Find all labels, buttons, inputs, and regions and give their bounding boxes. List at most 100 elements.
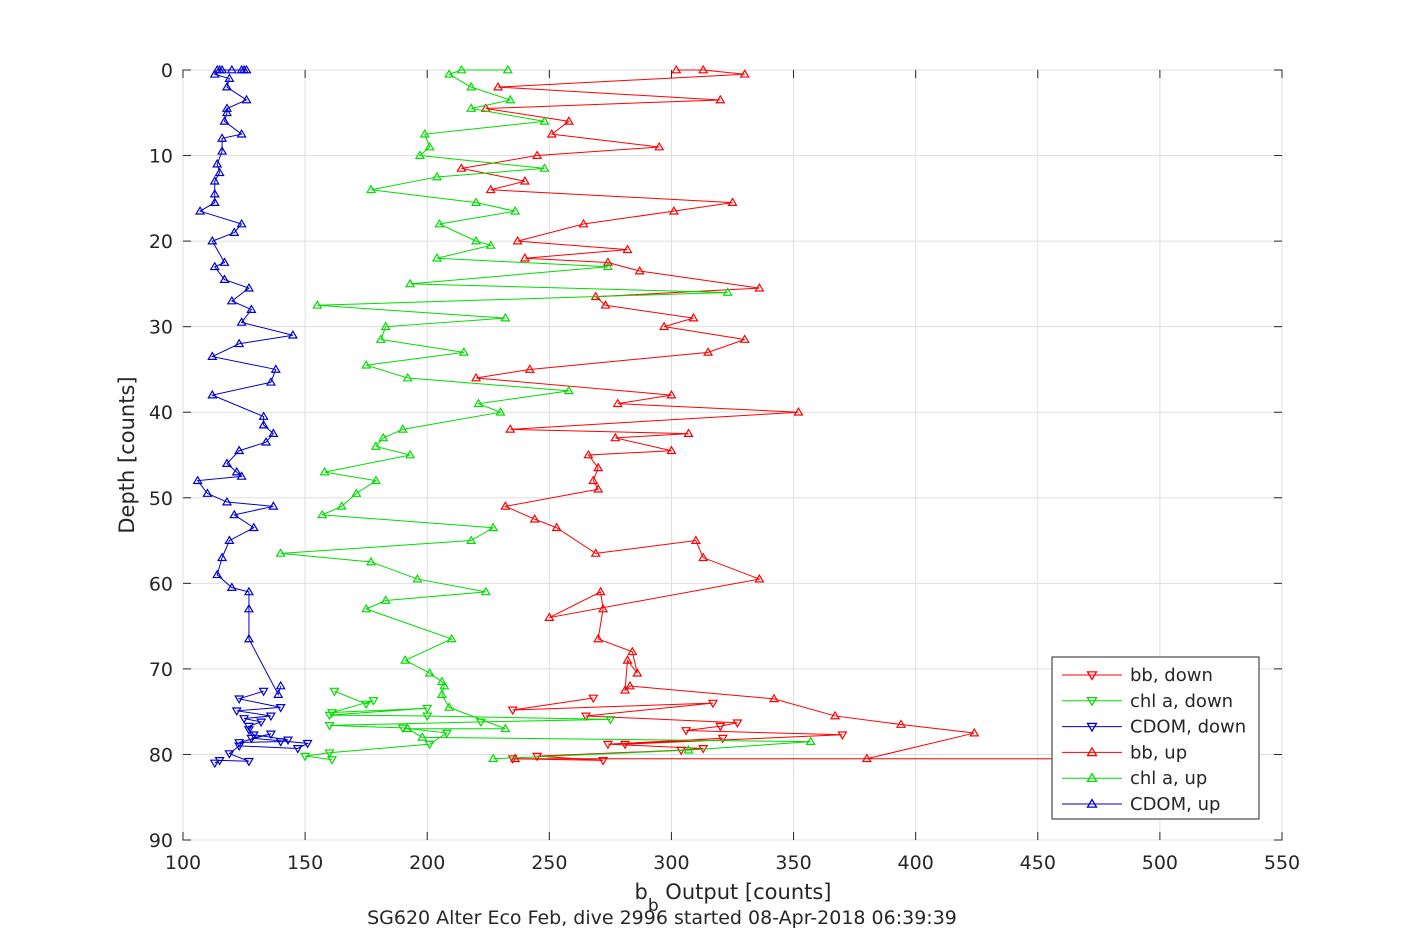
- series-line-chl-a-up: [280, 69, 811, 760]
- data-point-chl-a-down: [300, 752, 311, 762]
- data-point-cdom-up: [207, 235, 218, 245]
- data-point-bb-up: [578, 218, 589, 228]
- data-point-bb-up: [830, 710, 841, 720]
- data-point-bb-up: [622, 244, 633, 254]
- data-point-cdom-up: [268, 428, 279, 438]
- data-point-chl-a-down: [324, 721, 335, 731]
- data-point-bb-up: [668, 205, 679, 215]
- data-point-bb-up: [593, 484, 604, 493]
- data-point-cdom-up: [219, 274, 230, 284]
- data-point-chl-a-up: [424, 667, 435, 677]
- x-tick-label: 300: [653, 852, 689, 874]
- data-point-chl-a-up: [380, 595, 391, 604]
- y-axis-label: Depth [counts]: [115, 376, 139, 533]
- y-tick-label: 90: [149, 830, 173, 852]
- data-point-chl-a-up: [431, 253, 443, 262]
- data-point-cdom-down: [234, 695, 245, 705]
- data-point-cdom-up: [258, 411, 269, 420]
- data-point-bb-up: [739, 334, 750, 343]
- data-point-cdom-down: [248, 731, 259, 740]
- data-point-bb-up: [659, 321, 670, 331]
- data-point-bb-up: [532, 150, 543, 159]
- data-point-cdom-up: [236, 64, 247, 74]
- series-line-chl-a-down: [305, 690, 611, 761]
- data-point-bb-up: [593, 633, 604, 643]
- data-point-chl-a-up: [380, 321, 391, 331]
- x-tick-label: 400: [898, 852, 934, 874]
- data-point-chl-a-up: [317, 509, 328, 519]
- data-point-chl-a-up: [444, 69, 455, 78]
- data-point-chl-a-up: [500, 312, 511, 322]
- x-tick-label: 450: [1020, 852, 1056, 874]
- data-point-cdom-up: [248, 522, 259, 532]
- y-tick-label: 50: [149, 488, 173, 510]
- data-point-bb-up: [671, 64, 682, 74]
- x-axis-label-main: b: [634, 880, 647, 904]
- data-point-chl-a-up: [563, 385, 574, 395]
- data-point-chl-a-up: [417, 732, 428, 741]
- data-point-cdom-down: [224, 750, 235, 759]
- data-point-bb-up: [595, 586, 606, 596]
- legend-swatch-marker: [1086, 746, 1098, 757]
- data-point-chl-a-up: [431, 171, 443, 181]
- data-point-cdom-up: [209, 69, 220, 78]
- data-point-cdom-up: [221, 107, 233, 117]
- legend-label: chl a, down: [1130, 691, 1233, 712]
- data-point-cdom-up: [268, 501, 279, 510]
- data-point-chl-a-up: [456, 64, 467, 74]
- series-layer: [192, 64, 1117, 769]
- data-point-chl-a-up: [366, 556, 377, 566]
- data-point-cdom-up: [192, 475, 203, 485]
- legend-entry-bb-down: bb, down: [1062, 665, 1213, 686]
- data-point-chl-a-up: [502, 64, 513, 74]
- x-tick-label: 550: [1264, 852, 1300, 874]
- data-point-cdom-up: [236, 218, 247, 228]
- data-point-chl-a-down: [329, 687, 340, 697]
- data-point-chl-a-up: [500, 723, 511, 733]
- data-point-chl-a-up: [336, 501, 347, 510]
- data-point-chl-a-up: [485, 240, 496, 249]
- data-point-cdom-up: [217, 146, 228, 155]
- data-point-bb-up: [600, 300, 611, 309]
- data-point-chl-a-down: [424, 740, 435, 750]
- data-point-chl-a-up: [434, 218, 445, 228]
- data-point-bb-up: [624, 680, 635, 690]
- data-point-cdom-down: [282, 736, 294, 746]
- data-point-cdom-down: [214, 757, 225, 766]
- data-point-cdom-up: [207, 351, 218, 361]
- data-point-chl-a-up: [414, 150, 425, 159]
- data-point-chl-a-up: [370, 475, 381, 485]
- data-point-cdom-up: [221, 81, 233, 91]
- data-point-chl-a-up: [683, 744, 694, 754]
- data-point-chl-a-down: [441, 729, 452, 739]
- data-point-cdom-up: [221, 496, 233, 506]
- data-point-cdom-up: [229, 227, 240, 236]
- data-point-cdom-up: [209, 197, 220, 207]
- data-point-cdom-up: [270, 364, 281, 373]
- data-point-bb-up: [519, 253, 530, 262]
- data-point-cdom-up: [209, 176, 220, 185]
- data-point-cdom-up: [243, 603, 254, 613]
- data-point-cdom-down: [209, 759, 220, 769]
- data-point-chl-a-up: [361, 359, 372, 369]
- data-point-bb-down: [619, 740, 631, 750]
- data-point-cdom-up: [260, 436, 272, 446]
- data-point-cdom-down: [243, 757, 254, 767]
- data-point-bb-up: [485, 184, 496, 194]
- data-point-cdom-up: [207, 389, 218, 399]
- data-point-cdom-up: [221, 103, 233, 112]
- tick-layer: 100 150 200 250 300 350 400 450 500 550 0 10 20 30 40 5…: [149, 60, 1300, 874]
- legend-label: bb, down: [1130, 665, 1213, 686]
- legend-label: chl a, up: [1130, 768, 1207, 789]
- data-point-cdom-up: [265, 377, 276, 386]
- data-point-bb-up: [612, 398, 623, 408]
- data-point-bb-up: [632, 667, 643, 677]
- data-point-bb-up: [456, 163, 467, 172]
- data-point-chl-a-up: [351, 488, 362, 497]
- data-point-cdom-up: [219, 257, 230, 266]
- data-point-chl-a-up: [480, 586, 491, 596]
- data-point-bb-up: [505, 424, 516, 433]
- legend-label: bb, up: [1130, 742, 1187, 763]
- data-point-chl-a-down: [324, 749, 335, 758]
- data-point-bb-down: [507, 755, 518, 764]
